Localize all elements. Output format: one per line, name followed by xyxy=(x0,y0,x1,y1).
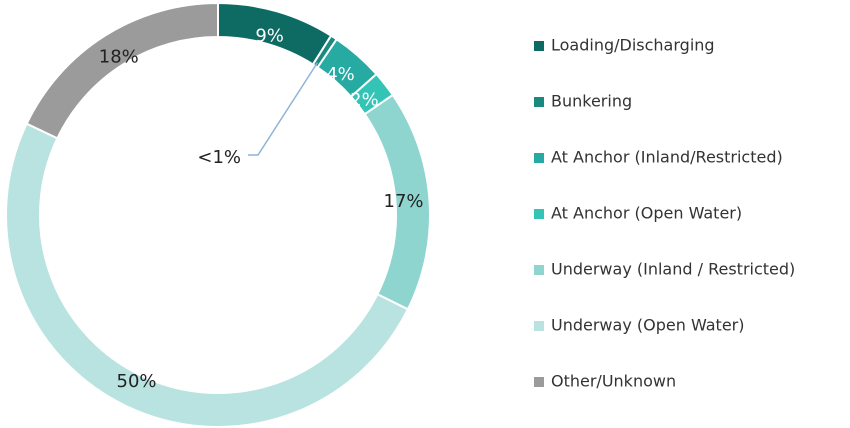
slice-label: 18% xyxy=(99,47,139,68)
legend-swatch xyxy=(534,41,544,51)
slice-label: 50% xyxy=(117,371,157,392)
legend-label: Underway (Open Water) xyxy=(551,316,744,335)
legend-swatch xyxy=(534,321,544,331)
legend-swatch xyxy=(534,153,544,163)
slice xyxy=(5,122,410,428)
slice-label: 2% xyxy=(350,89,379,110)
legend-swatch xyxy=(534,209,544,219)
legend-label: Underway (Inland / Restricted) xyxy=(551,260,795,279)
legend-label: At Anchor (Inland/Restricted) xyxy=(551,148,783,167)
slice xyxy=(25,1,219,140)
legend-swatch xyxy=(534,265,544,275)
legend-label: Other/Unknown xyxy=(551,372,676,391)
legend-swatch xyxy=(534,377,544,387)
legend-label: Loading/Discharging xyxy=(551,36,715,55)
slice-label: 4% xyxy=(326,64,355,85)
leader-line xyxy=(248,62,319,156)
legend-label: Bunkering xyxy=(551,92,632,111)
legend-swatch xyxy=(534,97,544,107)
slice-label: 17% xyxy=(384,191,424,212)
slice-label: 9% xyxy=(255,25,284,46)
legend-label: At Anchor (Open Water) xyxy=(551,204,742,223)
slice-label: <1% xyxy=(197,147,241,168)
